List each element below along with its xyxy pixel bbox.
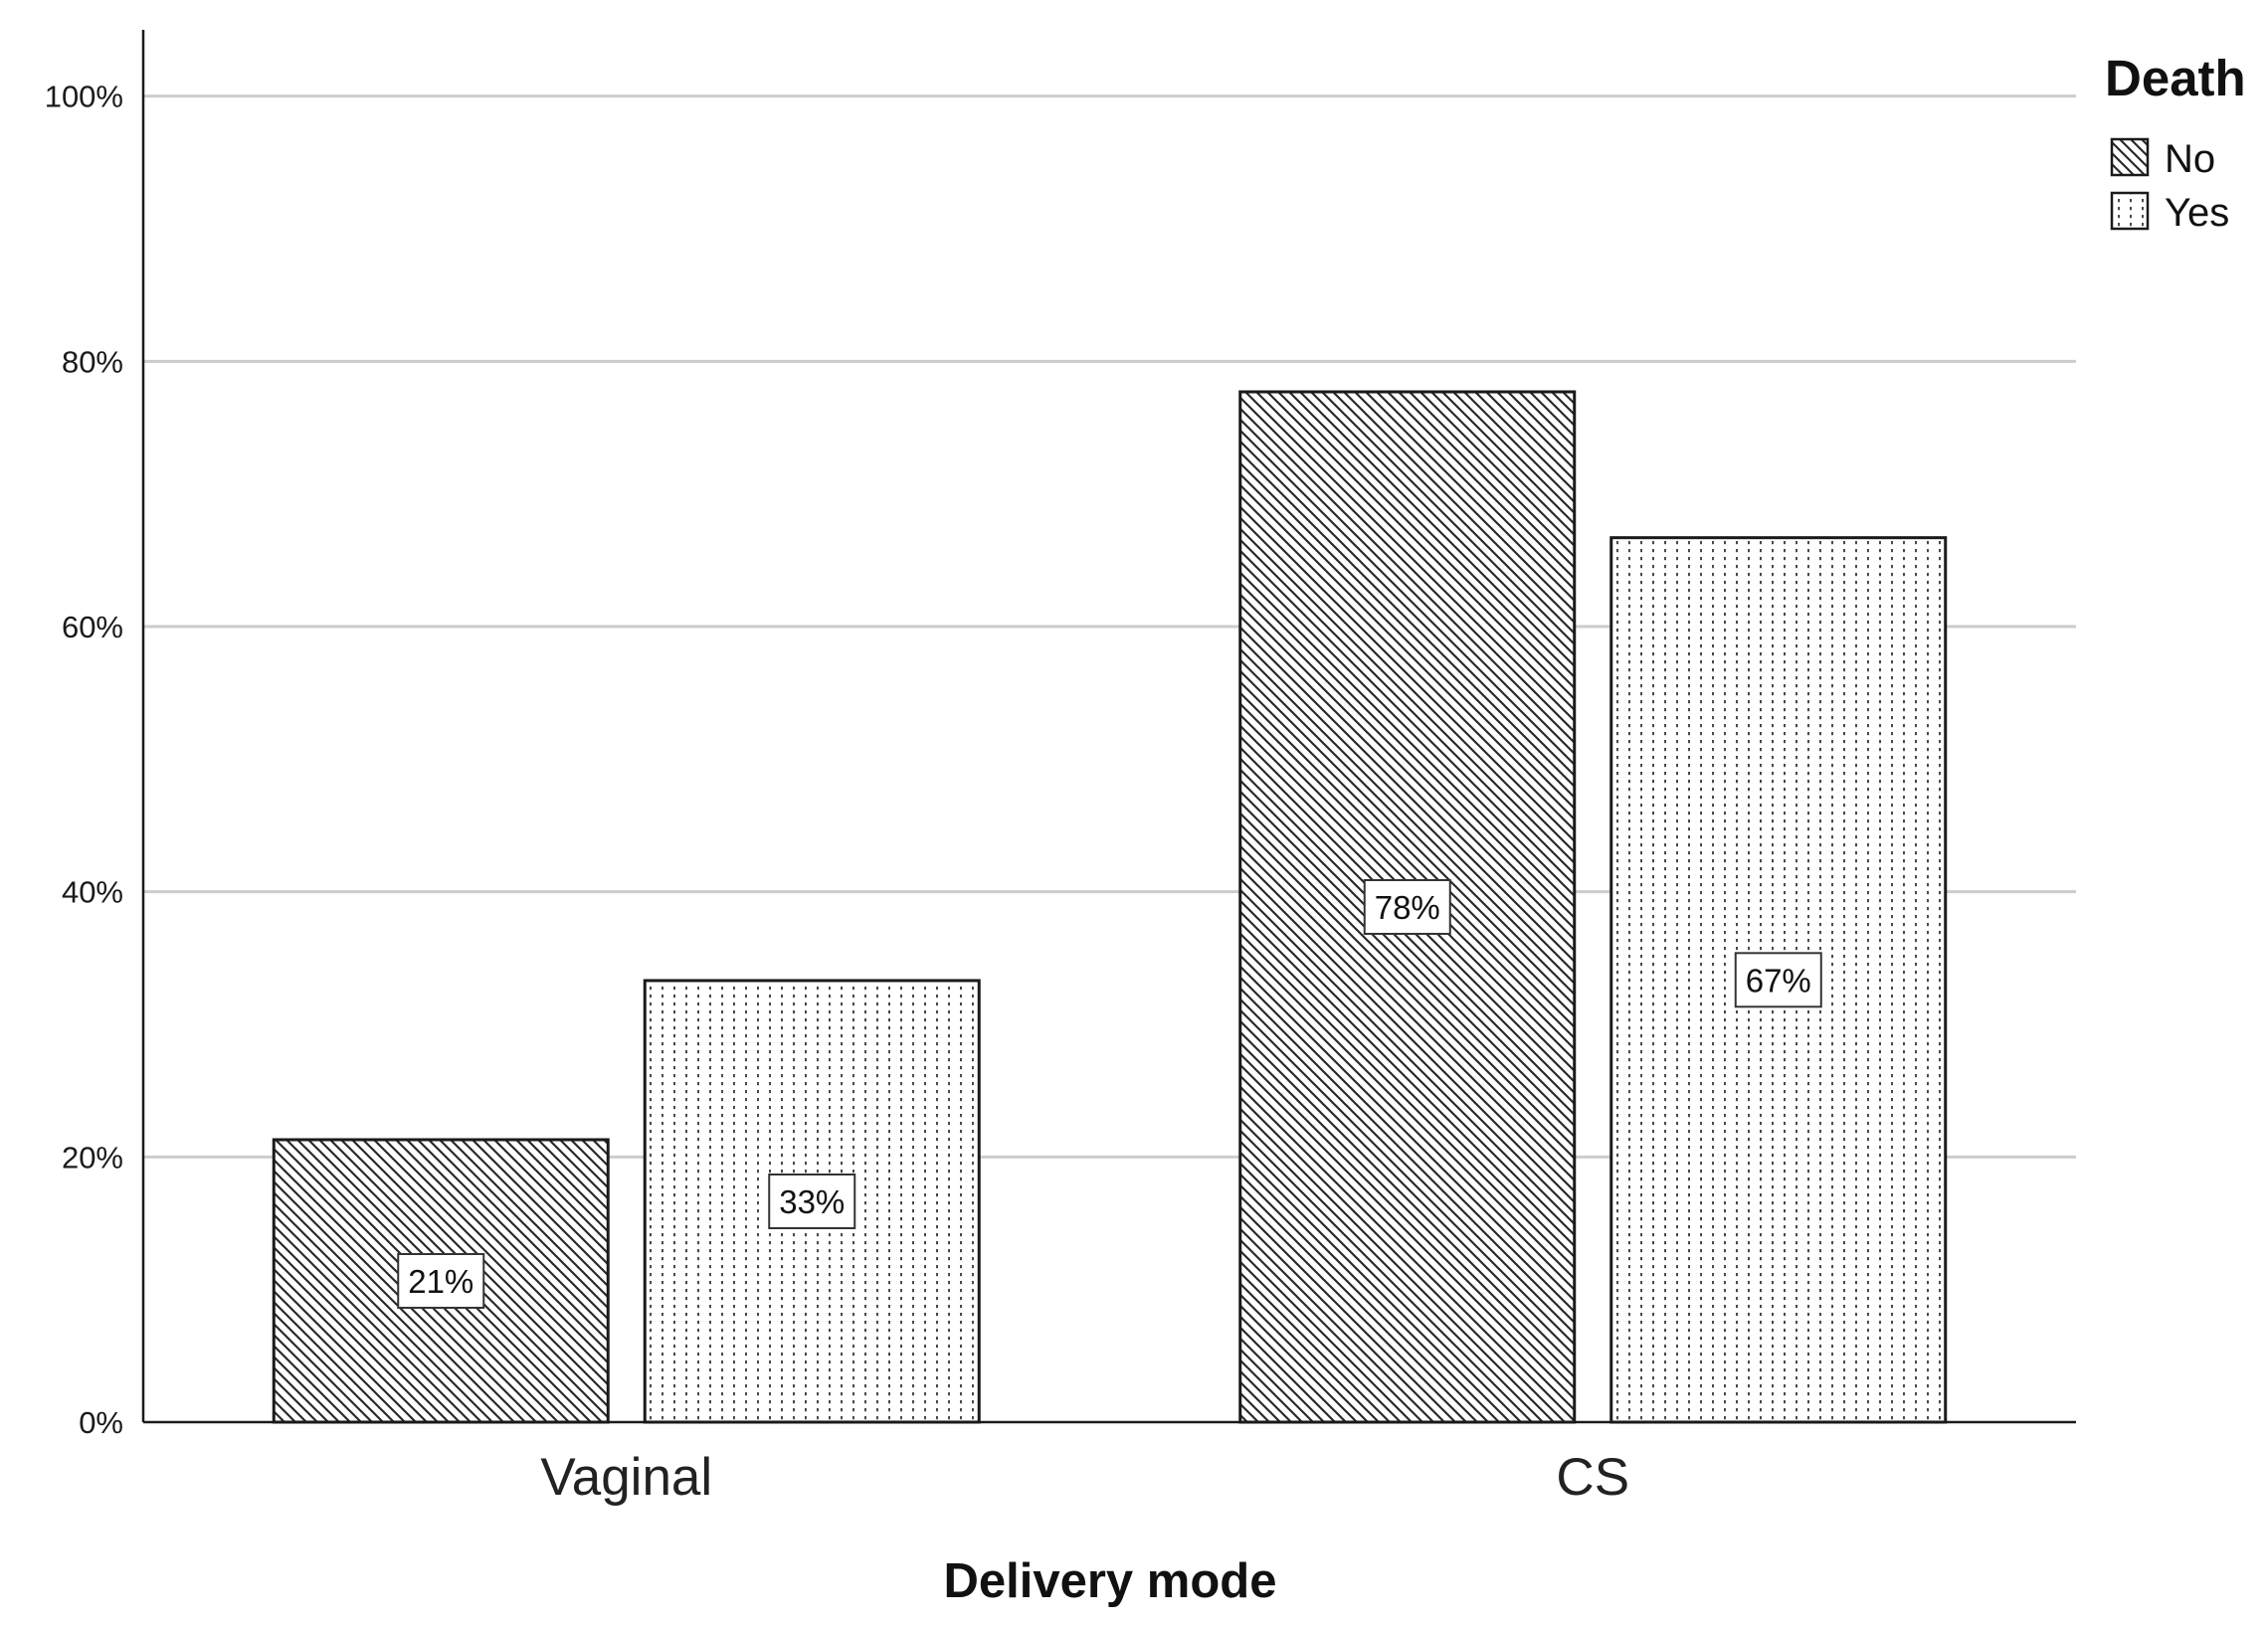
legend-label-yes: Yes [2165,191,2229,235]
axes [141,30,2076,1424]
legend-swatch-yes [2110,191,2150,231]
data-label: 67% [1746,962,1811,998]
y-tick-label: 0% [79,1405,123,1440]
data-label-box [1734,952,1822,1008]
bars [272,390,1948,1424]
y-tick-label: 20% [62,1140,123,1175]
x-category-label: CS [1556,1448,1629,1507]
legend-label-no: No [2165,137,2215,181]
x-category-label: Vaginal [540,1448,712,1507]
data-label: 78% [1375,889,1440,926]
y-tick-labels: 0% 20% 40% 60% 80% 100% [45,80,123,1440]
data-label: 21% [408,1263,473,1300]
x-axis-title: Delivery mode [944,1554,1277,1608]
y-tick-label: 60% [62,610,123,644]
x-category-labels: Vaginal CS [540,1448,1629,1507]
legend: Death No Yes [2105,50,2246,235]
legend-title: Death [2105,50,2246,106]
y-tick-label: 80% [62,344,123,379]
y-tick-label: 100% [45,80,123,114]
data-label-box [1363,879,1451,935]
legend-swatch-no [2110,137,2150,177]
data-label-box [397,1253,485,1309]
data-labels: 21% 33% 78% 67% [397,879,1822,1309]
data-label: 33% [779,1183,845,1220]
y-tick-label: 40% [62,875,123,910]
data-label-box [768,1174,856,1229]
